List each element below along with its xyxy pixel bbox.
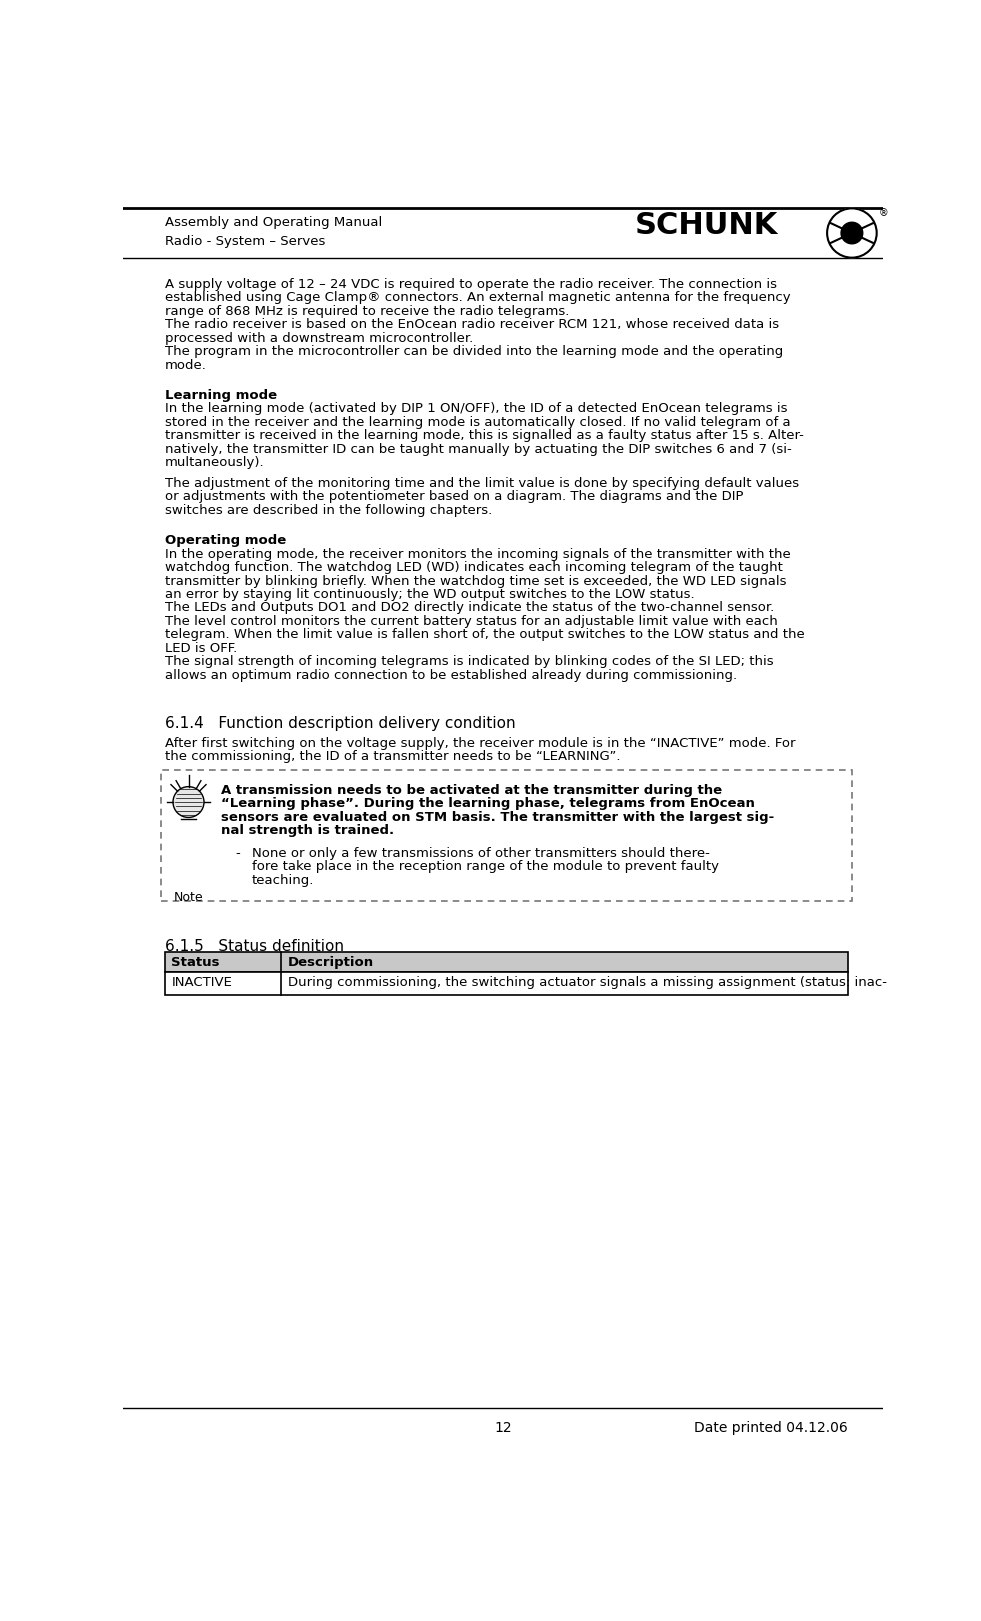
Text: Assembly and Operating Manual: Assembly and Operating Manual <box>165 216 383 229</box>
Text: Status: Status <box>172 956 220 969</box>
Text: processed with a downstream microcontroller.: processed with a downstream microcontrol… <box>165 332 474 345</box>
Text: teaching.: teaching. <box>252 874 315 887</box>
Text: sensors are evaluated on STM basis. The transmitter with the largest sig-: sensors are evaluated on STM basis. The … <box>221 810 774 823</box>
Text: 6.1.5   Status definition: 6.1.5 Status definition <box>165 939 344 953</box>
Circle shape <box>173 786 204 817</box>
Text: range of 868 MHz is required to receive the radio telegrams.: range of 868 MHz is required to receive … <box>165 305 570 318</box>
Text: In the operating mode, the receiver monitors the incoming signals of the transmi: In the operating mode, the receiver moni… <box>165 548 791 561</box>
Text: 6.1.4   Function description delivery condition: 6.1.4 Function description delivery cond… <box>165 716 516 731</box>
Text: stored in the receiver and the learning mode is automatically closed. If no vali: stored in the receiver and the learning … <box>165 417 791 430</box>
Text: allows an optimum radio connection to be established already during commissionin: allows an optimum radio connection to be… <box>165 669 738 682</box>
Text: SCHUNK: SCHUNK <box>635 211 778 240</box>
Text: Date printed 04.12.06: Date printed 04.12.06 <box>695 1422 848 1435</box>
Text: The adjustment of the monitoring time and the limit value is done by specifying : The adjustment of the monitoring time an… <box>165 477 800 490</box>
Text: an error by staying lit continuously; the WD output switches to the LOW status.: an error by staying lit continuously; th… <box>165 588 695 601</box>
Text: LED is OFF.: LED is OFF. <box>165 642 237 655</box>
Text: or adjustments with the potentiometer based on a diagram. The diagrams and the D: or adjustments with the potentiometer ba… <box>165 490 744 503</box>
Bar <box>162 770 852 901</box>
Text: Operating mode: Operating mode <box>165 533 286 548</box>
Circle shape <box>827 209 877 258</box>
Text: A supply voltage of 12 – 24 VDC is required to operate the radio receiver. The c: A supply voltage of 12 – 24 VDC is requi… <box>165 277 777 290</box>
Text: Learning mode: Learning mode <box>165 389 278 402</box>
Text: Radio - System – Serves: Radio - System – Serves <box>165 235 326 248</box>
Text: watchdog function. The watchdog LED (WD) indicates each incoming telegram of the: watchdog function. The watchdog LED (WD)… <box>165 561 783 574</box>
Text: After first switching on the voltage supply, the receiver module is in the “INAC: After first switching on the voltage sup… <box>165 736 796 749</box>
Text: natively, the transmitter ID can be taught manually by actuating the DIP switche: natively, the transmitter ID can be taug… <box>165 443 792 456</box>
Text: switches are described in the following chapters.: switches are described in the following … <box>165 504 492 517</box>
Text: telegram. When the limit value is fallen short of, the output switches to the LO: telegram. When the limit value is fallen… <box>165 629 805 642</box>
Text: transmitter is received in the learning mode, this is signalled as a faulty stat: transmitter is received in the learning … <box>165 430 804 443</box>
Text: During commissioning, the switching actuator signals a missing assignment (statu: During commissioning, the switching actu… <box>287 976 887 989</box>
Text: Description: Description <box>287 956 374 969</box>
Text: the commissioning, the ID of a transmitter needs to be “LEARNING”.: the commissioning, the ID of a transmitt… <box>165 751 621 763</box>
Text: fore take place in the reception range of the module to prevent faulty: fore take place in the reception range o… <box>252 861 719 874</box>
Text: established using Cage Clamp® connectors. An external magnetic antenna for the f: established using Cage Clamp® connectors… <box>165 292 791 305</box>
Text: 12: 12 <box>494 1422 511 1435</box>
Text: nal strength is trained.: nal strength is trained. <box>221 823 394 836</box>
Text: The level control monitors the current battery status for an adjustable limit va: The level control monitors the current b… <box>165 614 778 627</box>
Text: multaneously).: multaneously). <box>165 457 265 470</box>
Text: Note: Note <box>174 892 203 905</box>
Text: “Learning phase”. During the learning phase, telegrams from EnOcean: “Learning phase”. During the learning ph… <box>221 798 755 810</box>
Circle shape <box>841 222 862 243</box>
Text: -: - <box>235 846 239 859</box>
Text: INACTIVE: INACTIVE <box>172 976 232 989</box>
Text: mode.: mode. <box>165 358 207 371</box>
Text: None or only a few transmissions of other transmitters should there-: None or only a few transmissions of othe… <box>252 846 710 859</box>
Text: transmitter by blinking briefly. When the watchdog time set is exceeded, the WD : transmitter by blinking briefly. When th… <box>165 574 787 587</box>
Text: In the learning mode (activated by DIP 1 ON/OFF), the ID of a detected EnOcean t: In the learning mode (activated by DIP 1… <box>165 402 788 415</box>
Text: The LEDs and Outputs DO1 and DO2 directly indicate the status of the two-channel: The LEDs and Outputs DO1 and DO2 directl… <box>165 601 775 614</box>
Bar <box>165 952 848 973</box>
Text: The radio receiver is based on the EnOcean radio receiver RCM 121, whose receive: The radio receiver is based on the EnOce… <box>165 318 779 331</box>
Text: The program in the microcontroller can be divided into the learning mode and the: The program in the microcontroller can b… <box>165 345 784 358</box>
Bar <box>165 973 848 995</box>
Text: A transmission needs to be activated at the transmitter during the: A transmission needs to be activated at … <box>221 783 722 796</box>
Text: ®: ® <box>879 209 889 219</box>
Text: The signal strength of incoming telegrams is indicated by blinking codes of the : The signal strength of incoming telegram… <box>165 655 774 668</box>
